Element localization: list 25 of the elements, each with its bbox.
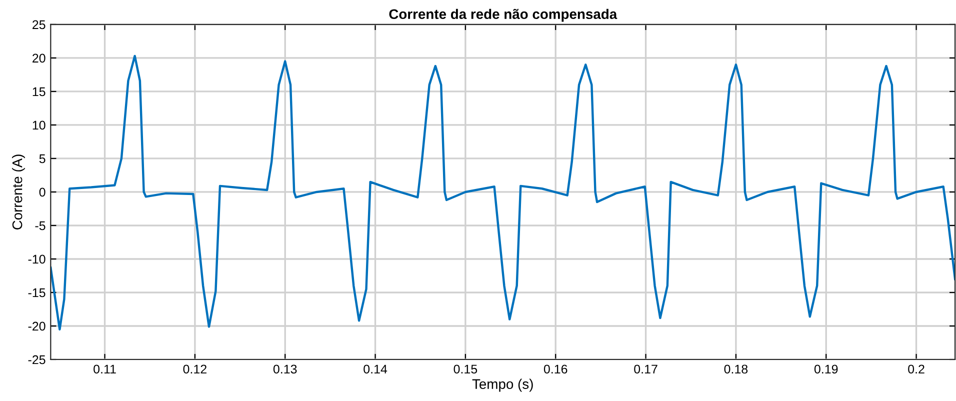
- chart-title: Corrente da rede não compensada: [389, 8, 618, 22]
- x-axis-title: Tempo (s): [472, 378, 533, 392]
- y-tick-label: -25: [28, 355, 46, 364]
- x-tick-label: 0.19: [814, 364, 838, 374]
- y-tick-label: -10: [28, 254, 46, 264]
- y-axis-title: Corrente (A): [12, 154, 25, 230]
- y-tick-label: 25: [32, 20, 46, 30]
- x-tick-label: 0.18: [724, 364, 748, 374]
- x-tick-label: 0.11: [94, 364, 116, 374]
- y-tick-label: 10: [32, 120, 46, 130]
- line-series: [50, 54, 956, 330]
- x-tick-label: 0.14: [364, 364, 388, 374]
- x-tick-label: 0.12: [183, 364, 206, 374]
- x-tick-label: 0.16: [544, 364, 568, 374]
- y-tick-label: 20: [32, 54, 46, 63]
- x-tick-label: 0.15: [454, 364, 478, 374]
- x-tick-label: 0.13: [273, 364, 297, 374]
- y-tick-label: 0: [39, 188, 46, 197]
- y-tick-label: -5: [35, 221, 46, 230]
- y-tick-label: 5: [39, 154, 46, 164]
- x-tick-label: 0.2: [908, 364, 924, 374]
- y-tick-label: -20: [28, 322, 46, 331]
- y-tick-label: 15: [32, 87, 46, 96]
- y-tick-label: -15: [28, 288, 46, 298]
- x-tick-label: 0.17: [634, 364, 658, 374]
